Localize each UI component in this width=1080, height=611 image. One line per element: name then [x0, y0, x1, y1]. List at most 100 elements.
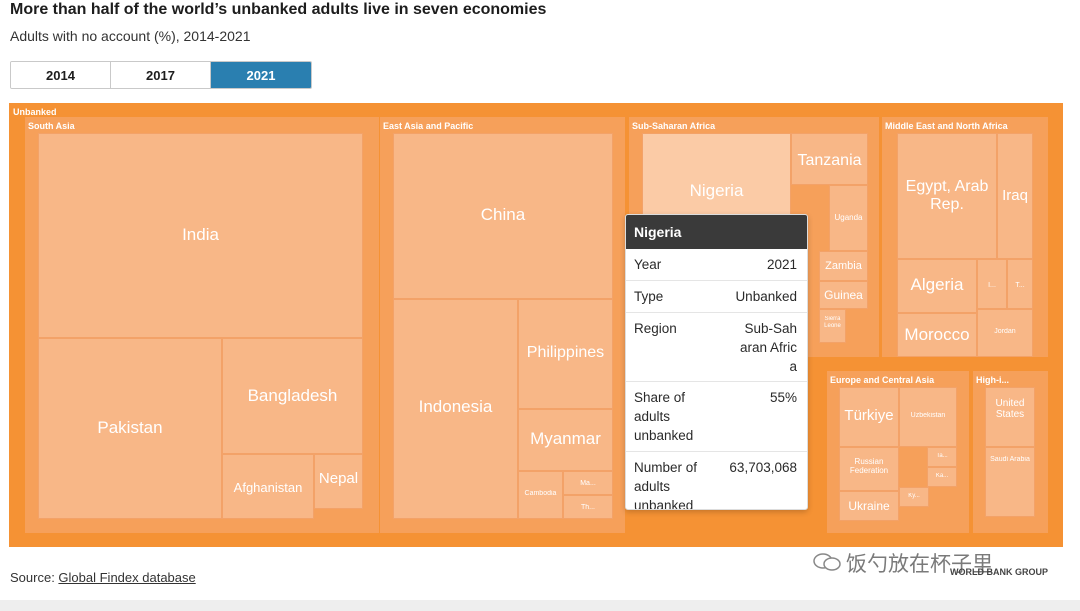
cell-russia[interactable]: Russian Federation: [839, 447, 899, 491]
cell-thailand[interactable]: Th...: [563, 495, 613, 519]
cell-label-russia: Russian Federation: [849, 458, 889, 475]
cell-united-states[interactable]: United States: [985, 387, 1035, 447]
region-label-sub-saharan-africa: Sub-Saharan Africa: [632, 121, 716, 131]
cell-mena-small-2[interactable]: T...: [1007, 259, 1033, 309]
cell-label-algeria: Algeria: [910, 276, 964, 294]
cell-label-iraq: Iraq: [1002, 188, 1028, 204]
tooltip-value: 2021: [766, 257, 797, 272]
cell-label-malaysia: Ma...: [580, 480, 596, 487]
cell-label-thailand: Th...: [580, 504, 595, 511]
region-label-middle-east-north-africa: Middle East and North Africa: [885, 121, 1008, 131]
cell-label-turkiye: Türkiye: [844, 408, 894, 424]
tooltip-value: Sub-Saharan Africa: [739, 320, 797, 374]
cell-label-uganda: Uganda: [834, 214, 863, 222]
cell-label-cambodia: Cambodia: [524, 490, 557, 497]
tooltip-row-type: Type Unbanked: [626, 281, 807, 313]
cell-label-tanzania: Tanzania: [797, 152, 862, 169]
tooltip-row-region: Region Sub-Saharan Africa: [626, 313, 807, 383]
cell-tanzania[interactable]: Tanzania: [791, 133, 868, 185]
footer-bar: [0, 600, 1080, 611]
cell-sierra-leone[interactable]: Sierra Leone: [819, 309, 846, 343]
tooltip-title: Nigeria: [626, 215, 807, 249]
cell-afghanistan[interactable]: Afghanistan: [222, 454, 314, 519]
region-label-high-income: High-i...: [976, 375, 1009, 385]
cell-label-eca-small-1: Ta...: [936, 453, 948, 459]
region-label-europe-central-asia: Europe and Central Asia: [830, 375, 935, 385]
cell-saudi-arabia[interactable]: Saudi Arabia: [985, 447, 1035, 517]
cell-label-zambia: Zambia: [825, 260, 862, 272]
cell-label-guinea: Guinea: [824, 289, 863, 302]
cell-cambodia[interactable]: Cambodia: [518, 471, 563, 519]
cell-label-egypt: Egypt, Arab Rep.: [905, 178, 989, 213]
tooltip-row-number: Number of adults unbanked 63,703,068: [626, 452, 807, 510]
cell-label-united-states: United States: [995, 398, 1025, 420]
cell-label-mena-small-1: I...: [988, 282, 996, 289]
source-prefix: Source:: [10, 570, 59, 585]
cell-indonesia[interactable]: Indonesia: [393, 299, 518, 519]
cell-bangladesh[interactable]: Bangladesh: [222, 338, 363, 454]
cell-uganda[interactable]: Uganda: [829, 185, 868, 251]
cell-label-morocco: Morocco: [904, 326, 970, 344]
cell-mena-small-1[interactable]: I...: [977, 259, 1007, 309]
tab-2021[interactable]: 2021: [211, 62, 311, 88]
region-label-east-asia-pacific: East Asia and Pacific: [383, 121, 474, 131]
cell-label-india: India: [182, 226, 219, 244]
watermark-text: 饭勺放在杯子里: [846, 553, 993, 576]
tooltip-label: Number of adults unbanked: [634, 460, 698, 510]
cell-label-indonesia: Indonesia: [418, 398, 493, 416]
cell-philippines[interactable]: Philippines: [518, 299, 613, 409]
cell-nepal[interactable]: Nepal: [314, 454, 363, 509]
cell-eca-small-1[interactable]: Ta...: [927, 447, 957, 467]
cell-zambia[interactable]: Zambia: [819, 251, 868, 281]
cell-guinea[interactable]: Guinea: [819, 281, 868, 309]
cell-label-uzbekistan: Uzbekistan: [910, 412, 946, 419]
tooltip-label: Year: [634, 257, 662, 272]
year-tabs: 2014 2017 2021: [10, 61, 312, 89]
cell-morocco[interactable]: Morocco: [897, 313, 977, 357]
cell-eca-small-3[interactable]: Ky...: [899, 487, 929, 507]
cell-china[interactable]: China: [393, 133, 613, 299]
cell-jordan[interactable]: Jordan: [977, 309, 1033, 357]
tooltip-row-year: Year 2021: [626, 249, 807, 281]
region-high-income[interactable]: High-i... United States Saudi Arabia: [973, 371, 1048, 533]
cell-label-sierra-leone: Sierra Leone: [824, 316, 841, 329]
region-europe-central-asia[interactable]: Europe and Central Asia Türkiye Uzbekist…: [827, 371, 969, 533]
cell-label-eca-small-2: Ka...: [935, 473, 949, 479]
cell-malaysia[interactable]: Ma...: [563, 471, 613, 495]
cell-label-ukraine: Ukraine: [848, 500, 890, 513]
cell-label-bangladesh: Bangladesh: [247, 387, 338, 405]
tab-2017[interactable]: 2017: [111, 62, 211, 88]
tooltip-value: Unbanked: [735, 288, 797, 304]
cell-label-myanmar: Myanmar: [530, 430, 601, 448]
cell-turkiye[interactable]: Türkiye: [839, 387, 899, 447]
root-label: Unbanked: [13, 107, 57, 117]
tooltip-label: Region: [634, 320, 677, 336]
treemap: Unbanked South Asia India Pakistan Bangl…: [9, 103, 1063, 547]
cell-label-nepal: Nepal: [318, 471, 359, 487]
cell-label-eca-small-3: Ky...: [908, 493, 920, 499]
cell-egypt[interactable]: Egypt, Arab Rep.: [897, 133, 997, 259]
region-middle-east-north-africa[interactable]: Middle East and North Africa Egypt, Arab…: [882, 117, 1048, 357]
world-bank-logo: WORLD BANK GROUP: [950, 567, 1048, 577]
cell-india[interactable]: India: [38, 133, 363, 338]
cell-label-philippines: Philippines: [526, 344, 605, 361]
source-link[interactable]: Global Findex database: [58, 570, 196, 585]
cell-label-pakistan: Pakistan: [97, 419, 163, 437]
cell-iraq[interactable]: Iraq: [997, 133, 1033, 259]
cell-myanmar[interactable]: Myanmar: [518, 409, 613, 471]
cell-algeria[interactable]: Algeria: [897, 259, 977, 313]
cell-uzbekistan[interactable]: Uzbekistan: [899, 387, 957, 447]
tooltip-label: Share of adults unbanked: [634, 390, 694, 444]
cell-eca-small-2[interactable]: Ka...: [927, 467, 957, 487]
tooltip-row-share: Share of adults unbanked 55%: [626, 382, 807, 453]
cell-label-china: China: [480, 206, 526, 224]
wechat-icon: [813, 553, 841, 571]
cell-ukraine[interactable]: Ukraine: [839, 491, 899, 521]
tab-2014[interactable]: 2014: [11, 62, 111, 88]
cell-pakistan[interactable]: Pakistan: [38, 338, 222, 519]
tooltip-value: 63,703,068: [729, 460, 797, 476]
region-label-south-asia: South Asia: [28, 121, 75, 131]
region-east-asia-pacific[interactable]: East Asia and Pacific China Indonesia Ph…: [380, 117, 625, 533]
tooltip-value: 55%: [769, 390, 797, 406]
region-south-asia[interactable]: South Asia India Pakistan Bangladesh Afg…: [25, 117, 379, 533]
